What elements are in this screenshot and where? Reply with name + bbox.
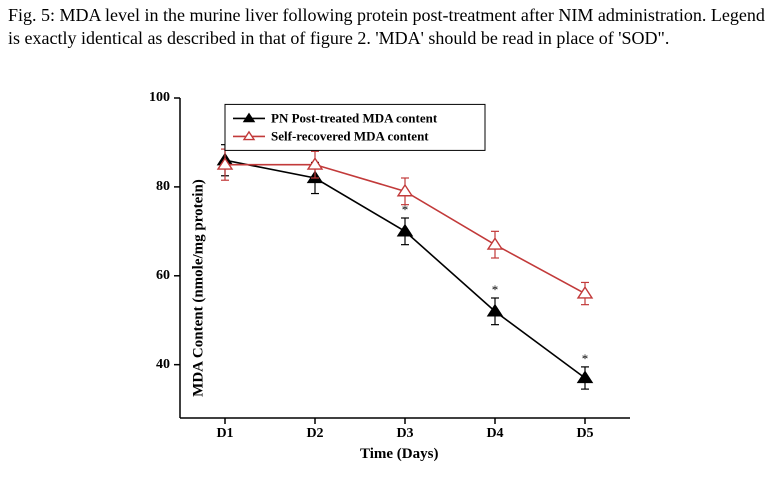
x-tick-label: D1 [216,426,233,441]
y-tick-label: 80 [156,179,170,194]
y-tick-label: 100 [149,90,170,105]
legend-item-label: PN Post-treated MDA content [271,110,438,125]
mda-chart: MDA Content (nmole/mg protein) 40 60 80 100… [130,88,670,488]
y-axis-label: MDA Content (nmole/mg protein) [190,179,207,397]
x-tick-label: D5 [576,426,593,441]
significance-star: * [582,351,589,366]
x-tick-label: D3 [396,426,413,441]
x-axis-label: Time (Days) [360,446,438,463]
x-tick-label: D4 [486,426,503,441]
figure-caption: Fig. 5: MDA level in the murine liver fo… [8,4,768,51]
legend-item-label: Self-recovered MDA content [271,128,429,143]
y-tick-label: 60 [156,268,170,283]
x-tick-label: D2 [306,426,323,441]
y-tick-label: 40 [156,357,170,372]
significance-star: * [492,282,499,297]
chart-svg: 406080100D1D2D3D4D5***PN Post-treated MD… [130,88,650,468]
